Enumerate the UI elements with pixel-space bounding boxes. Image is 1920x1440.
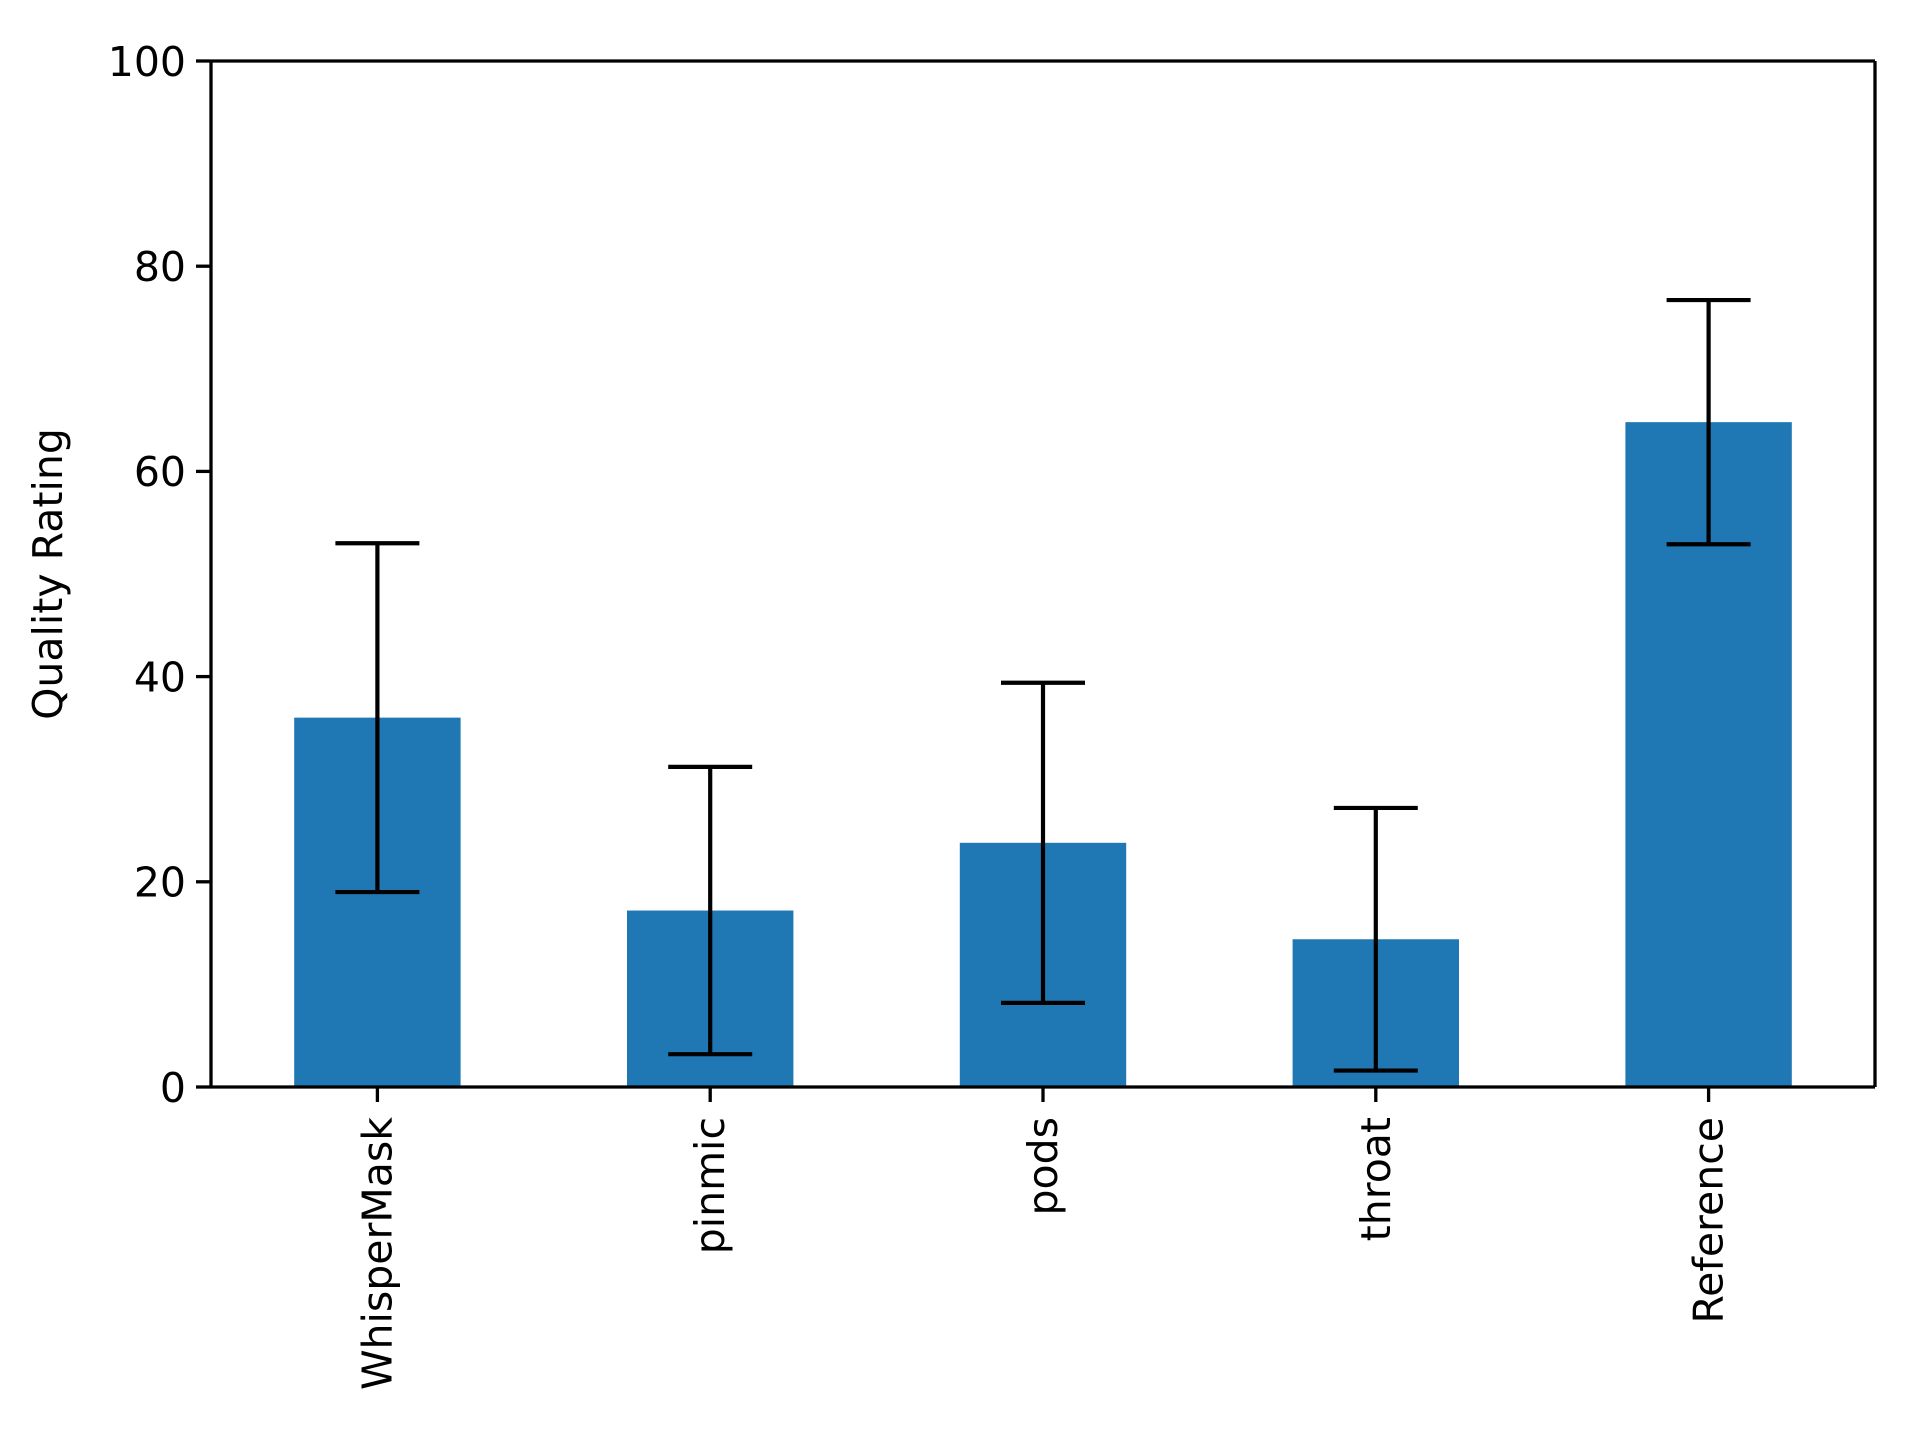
y-tick-label: 60 xyxy=(134,448,186,496)
x-tick-label-throat: throat xyxy=(1352,1117,1400,1241)
error-bars-layer xyxy=(335,297,1751,1073)
axes-layer xyxy=(196,59,1877,1102)
y-axis-label: Quality Rating xyxy=(24,428,72,720)
x-tick-label-pinmic: pinmic xyxy=(686,1117,734,1254)
y-tick-label: 40 xyxy=(134,653,186,701)
y-tick-label: 0 xyxy=(160,1064,186,1112)
x-tick-label-Reference: Reference xyxy=(1685,1117,1733,1323)
tick-labels-layer: 0 20 40 60 80 100 WhisperMask pinmic pods throat R… xyxy=(108,38,1733,1390)
x-tick-label-pods: pods xyxy=(1019,1117,1067,1216)
x-tick-label-WhisperMask: WhisperMask xyxy=(353,1117,401,1390)
y-tick-label: 20 xyxy=(134,859,186,907)
y-tick-label: 100 xyxy=(108,38,186,86)
y-tick-label: 80 xyxy=(134,243,186,291)
